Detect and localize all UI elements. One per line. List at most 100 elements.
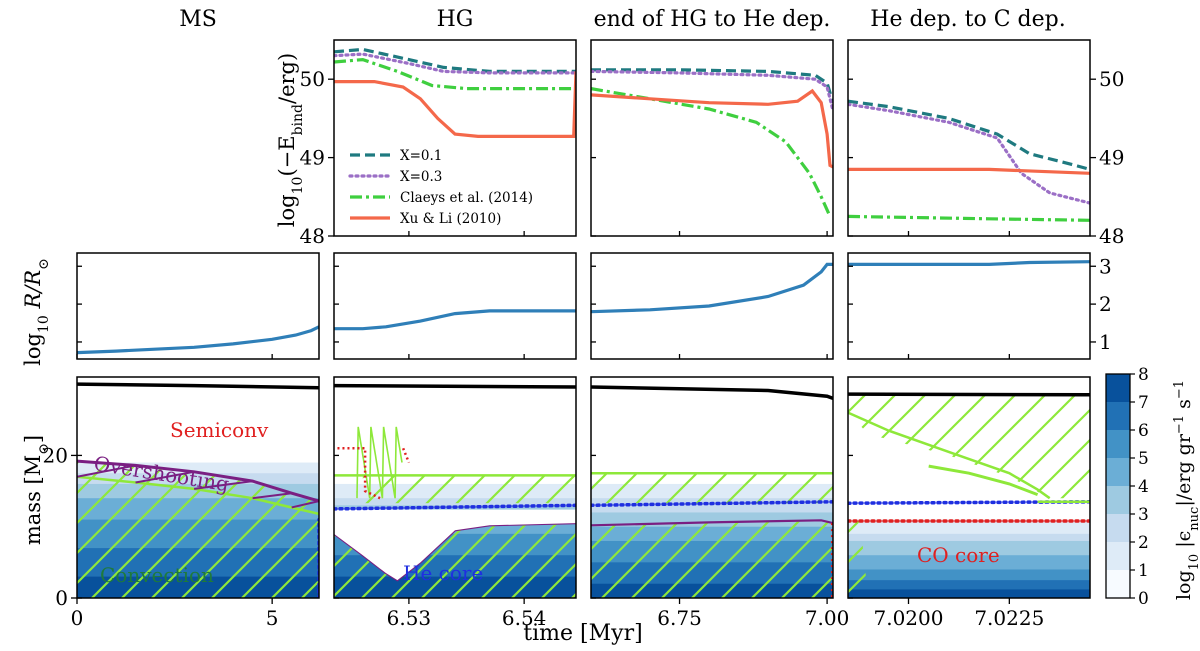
mass-panel-0: 0 20 0 5 (43, 376, 320, 630)
binding-energy-row: 48 49 50 48 49 50 (300, 39, 1124, 248)
he-core-line-2 (591, 500, 833, 508)
upper-conv-region-2 (591, 473, 833, 504)
legend-label-xuli: Xu & Li (2010) (400, 211, 501, 227)
annotation-co-core: CO core (917, 543, 1000, 567)
colorbar-tick-label: 6 (1138, 421, 1149, 441)
mass-xtick-label: 6.54 (502, 606, 547, 630)
colorbar-tick-label: 0 (1138, 589, 1149, 609)
total-mass-line-3 (848, 392, 1090, 397)
semiconv-spikes (356, 426, 403, 499)
colorbar-step-6 (1106, 402, 1130, 430)
colorbar-tick-label: 2 (1138, 533, 1149, 553)
radius-row: 1 2 3 (76, 252, 1112, 360)
radius-panel-2 (590, 252, 834, 360)
total-mass-line-2 (591, 385, 833, 401)
colorbar-tick-label: 8 (1138, 365, 1149, 385)
mass-xtick-label: 7.0225 (974, 606, 1044, 630)
mass-panel-2: 6.75 7.00 (590, 376, 850, 630)
ebind-line-xuli-1 (334, 71, 576, 138)
radius-panel-0 (76, 252, 320, 360)
mass-frame-2 (590, 376, 834, 599)
colorbar-step-3 (1106, 486, 1130, 514)
conv-shell-region (848, 395, 1090, 499)
mass-panel-1: 6.53 6.54 (333, 376, 577, 630)
legend: X=0.1 X=0.3 Claeys et al. (2014) Xu & Li (2… (348, 148, 533, 227)
radius-line-1 (334, 309, 576, 331)
ebind-line-x03-1 (334, 52, 576, 75)
colorbar: 0 1 2 3 4 5 6 7 8 (1105, 365, 1149, 609)
lower-conv-region-2 (591, 520, 833, 598)
annotation-convection: Convection (100, 563, 214, 587)
ebind-line-x03-2 (591, 69, 833, 113)
ebind-ytick-label: 49 (300, 146, 325, 170)
total-mass-line-1 (334, 383, 576, 389)
phase-title-ms: MS (179, 7, 217, 32)
colorbar-label: log10 |ϵnuc|/erg gr−1 s−1 (1172, 380, 1200, 600)
ebind-line-xuli-2 (591, 88, 833, 169)
ebind-frame-2 (590, 39, 834, 237)
colorbar-tick-label: 5 (1138, 449, 1149, 469)
radius-ylabel: log10 R/R⊙ (21, 258, 52, 366)
radius-line-0 (76, 325, 320, 355)
radius-panel-1 (333, 252, 577, 360)
colorbar-tick-label: 3 (1138, 505, 1149, 525)
mass-ylabel: mass [M⊙] (21, 435, 52, 545)
radius-frame-2 (590, 252, 834, 360)
radius-line-3 (848, 260, 1091, 266)
mass-frame-1 (333, 376, 577, 599)
legend-label-x03: X=0.3 (400, 169, 442, 185)
radius-line-2 (590, 262, 833, 314)
ebind-ylabel: log10(−Ebind/erg) (275, 53, 306, 227)
convective-core-line (77, 475, 319, 516)
envelope-boundary-2 (591, 519, 833, 527)
radius-frame-3 (847, 252, 1091, 360)
upper-conv-region-1 (362, 475, 576, 504)
colorbar-step-4 (1106, 458, 1130, 486)
colorbar-step-1 (1106, 542, 1130, 570)
overshoot-line (77, 459, 319, 503)
phase-title-hg-to-he: end of HG to He dep. (594, 7, 831, 32)
ebind-frame-3 (847, 39, 1091, 237)
mass-ytick-label: 0 (55, 586, 68, 610)
radius-panel-3: 1 2 3 (847, 252, 1112, 360)
ebind-ytick-label: 48 (300, 224, 325, 248)
ebind-line-x01-2 (591, 68, 833, 104)
conv-shell-edge (848, 411, 1051, 500)
mass-xtick-label: 7.00 (805, 606, 850, 630)
mass-panel-3: 7.0200 7.0225 (847, 376, 1091, 630)
ebind-line-x01-1 (334, 47, 576, 73)
ebind-line-x01-3 (848, 99, 1090, 171)
legend-label-x01: X=0.1 (400, 148, 442, 164)
nuc-band-3-6 (848, 589, 1090, 598)
ebind-line-claeys-3 (848, 214, 1090, 222)
overshoot-zigzag (77, 464, 319, 509)
he-core-line-1 (334, 503, 576, 511)
radius-ytick-label: 2 (1099, 292, 1112, 316)
mass-ytick-label: 20 (43, 443, 68, 467)
ebind-panel-2 (590, 39, 834, 237)
colorbar-tick-label: 4 (1138, 477, 1149, 497)
mass-xtick-label: 6.75 (657, 606, 702, 630)
mass-frame-0 (76, 376, 320, 599)
conv-tongue (928, 464, 1039, 497)
radius-frame-0 (76, 252, 320, 360)
ebind-frame-1 (333, 39, 577, 237)
colorbar-step-0 (1106, 570, 1130, 598)
ebind-line-xuli-3 (848, 167, 1090, 175)
convective-region-ms (77, 461, 319, 598)
mass-xtick-label: 0 (71, 606, 84, 630)
mass-row: 0 20 0 5 6.53 6.54 6.75 7.00 7.0200 7.0225 (43, 376, 1091, 630)
legend-label-claeys: Claeys et al. (2014) (400, 190, 533, 206)
phase-title-hg: HG (437, 7, 474, 32)
ebind-line-x03-3 (848, 102, 1090, 205)
radius-frame-1 (333, 252, 577, 360)
colorbar-step-2 (1106, 514, 1130, 542)
colorbar-tick-label: 7 (1138, 393, 1149, 413)
mass-xtick-label: 7.0200 (874, 606, 944, 630)
annotation-semiconv: Semiconv (170, 418, 269, 442)
annotation-he-core: He core (403, 561, 483, 585)
colorbar-step-7 (1106, 374, 1130, 402)
hg-cavity (334, 509, 576, 581)
ebind-panel-3: 48 49 50 (847, 39, 1124, 248)
ebind-line-claeys-1 (334, 57, 576, 91)
